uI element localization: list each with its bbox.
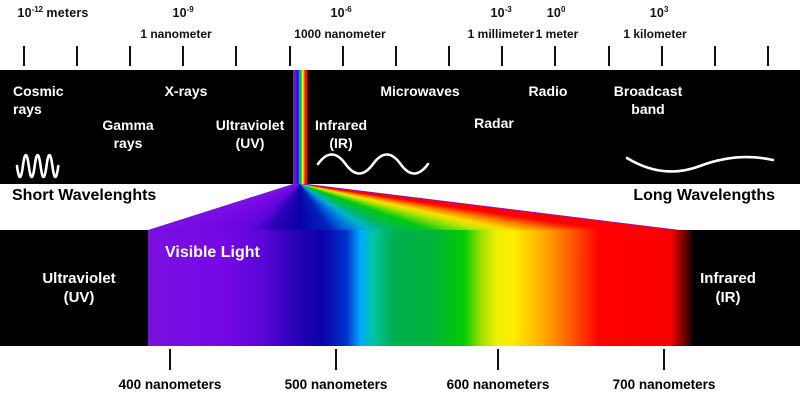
medium-wavelength-wave-icon <box>316 153 430 175</box>
wavelength-label-500: 500 nanometers <box>284 377 388 392</box>
wavelength-label-600: 600 nanometers <box>446 377 550 392</box>
wavelength-label-700: 700 nanometers <box>612 377 716 392</box>
ruler-tick <box>767 46 769 66</box>
ruler-tick <box>182 46 184 66</box>
radio-label: Radio <box>528 83 568 99</box>
scale-label-1-nanometer: 1 nanometer <box>140 27 212 41</box>
ruler-tick <box>289 46 291 66</box>
ruler-tick <box>235 46 237 66</box>
wavelength-label-400: 400 nanometers <box>118 377 222 392</box>
microwaves-label: Microwaves <box>380 83 460 99</box>
scale-label-1e-12: 10-12 meters <box>17 5 88 20</box>
broadcast-band-label: Broadcast band <box>613 83 683 117</box>
wavelength-tick-500 <box>335 349 337 370</box>
gamma-rays-label: Gamma rays <box>102 117 154 151</box>
visible-light-strip <box>293 70 307 184</box>
visible-band: Ultraviolet (UV) Visible Light Infrared … <box>0 230 800 346</box>
dispersion-fan <box>148 184 680 230</box>
scale-base: 10 <box>649 6 665 20</box>
wavelength-tick-400 <box>169 349 171 370</box>
long-wavelength-wave-icon <box>625 155 775 173</box>
wavelength-tick-700 <box>663 349 665 370</box>
visible-spectrum-gradient <box>148 230 692 346</box>
ruler-tick <box>395 46 397 66</box>
scale-base: 10 <box>172 6 187 20</box>
ruler-tick <box>661 46 663 66</box>
scale-base: 10 <box>490 6 505 20</box>
wavelength-waves <box>15 153 775 179</box>
ruler-tick <box>76 46 78 66</box>
scale-label-1e-6: 10-6 <box>330 5 351 20</box>
uv-label: Ultraviolet (UV) <box>42 270 116 306</box>
ruler-tick <box>608 46 610 66</box>
long-wavelengths-caption: Long Wavelengths <box>633 187 775 204</box>
short-wavelength-wave-icon <box>15 153 60 179</box>
scale-suffix: meters <box>42 6 89 20</box>
ultraviolet-label: Ultraviolet (UV) <box>215 117 285 151</box>
scale-exponent: -6 <box>344 5 352 14</box>
ruler-tick <box>342 46 344 66</box>
scale-label-1000-nanometer: 1000 nanometer <box>294 27 386 41</box>
ruler-tick <box>714 46 716 66</box>
scale-exponent: -3 <box>504 5 512 14</box>
scale-exponent: -9 <box>186 5 194 14</box>
scale-exponent: 3 <box>664 5 669 14</box>
ruler-tick <box>554 46 556 66</box>
visible-light-label: Visible Light <box>165 244 260 261</box>
ir-label: Infrared (IR) <box>700 270 756 306</box>
scale-exponent: -12 <box>31 5 43 14</box>
radar-label: Radar <box>474 115 514 131</box>
scale-base: 10 <box>17 6 32 20</box>
infrared-label: Infrared (IR) <box>314 117 368 151</box>
scale-label-1e-3: 10-3 <box>490 5 511 20</box>
ruler-tick <box>129 46 131 66</box>
ruler-tick <box>23 46 25 66</box>
em-band: Cosmic rays X-rays Gamma rays Ultraviole… <box>0 70 800 184</box>
scale-label-1e0: 100 <box>547 5 566 20</box>
scale-base: 10 <box>546 6 562 20</box>
ruler-tick <box>501 46 503 66</box>
x-rays-label: X-rays <box>164 83 208 99</box>
scale-label-1-kilometer: 1 kilometer <box>623 27 687 41</box>
short-wavelengths-caption: Short Wavelenghts <box>12 187 157 204</box>
scale-label-1e-9: 10-9 <box>172 5 193 20</box>
wavelength-tick-600 <box>497 349 499 370</box>
scale-exponent: 0 <box>561 5 566 14</box>
cosmic-rays-label: Cosmic rays <box>13 83 64 117</box>
ruler-tick <box>448 46 450 66</box>
scale-label-1-meter: 1 meter <box>535 27 579 41</box>
scale-label-1e3: 103 <box>650 5 669 20</box>
scale-label-1-millimeter: 1 millimeter <box>467 27 535 41</box>
scale-base: 10 <box>330 6 345 20</box>
